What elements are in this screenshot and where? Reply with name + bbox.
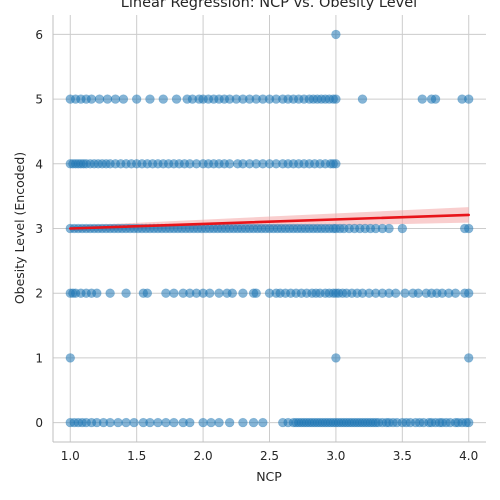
data-point (205, 288, 215, 298)
regression-line-layer (68, 213, 471, 230)
data-point (105, 417, 115, 428)
data-point (397, 223, 408, 234)
data-point (110, 94, 121, 104)
data-point (227, 288, 238, 298)
data-point (161, 417, 171, 428)
scatter-points (65, 29, 474, 428)
y-tick-label: 5 (35, 93, 43, 107)
data-point (251, 288, 261, 298)
data-point (464, 288, 474, 298)
data-point (384, 223, 394, 234)
data-point (214, 288, 224, 298)
data-point (238, 417, 248, 428)
data-point (331, 29, 341, 40)
regression-line (68, 213, 471, 230)
data-point (121, 417, 131, 428)
chart-title: Linear Regression: NCP vs. Obesity Level (121, 0, 417, 11)
data-point (331, 353, 341, 363)
data-point (142, 288, 153, 298)
data-point (417, 94, 427, 104)
x-tick-label: 2.5 (260, 449, 279, 463)
data-point (131, 94, 142, 104)
data-point (400, 288, 410, 298)
data-point (161, 288, 171, 298)
y-tick-label: 6 (35, 28, 43, 42)
data-point (464, 94, 474, 104)
data-point (430, 94, 441, 104)
data-point (158, 94, 168, 104)
data-point (464, 353, 474, 363)
data-point (169, 288, 179, 298)
data-point (258, 417, 268, 428)
data-point (464, 417, 474, 428)
data-point (464, 223, 474, 234)
data-point (214, 417, 224, 428)
data-point (86, 94, 97, 104)
x-tick-label: 4.0 (459, 449, 478, 463)
data-point (129, 417, 139, 428)
x-tick-label: 3.0 (326, 449, 345, 463)
data-point (450, 288, 461, 298)
data-point (224, 159, 235, 169)
data-point (413, 288, 423, 298)
x-tick-label: 2.0 (194, 449, 213, 463)
data-point (171, 94, 182, 104)
data-point (185, 417, 195, 428)
data-point (145, 94, 155, 104)
data-point (121, 288, 131, 298)
y-tick-label: 2 (35, 287, 43, 301)
y-axis-label: Obesity Level (Encoded) (12, 152, 27, 304)
x-tick-label: 1.0 (61, 449, 80, 463)
data-point (153, 417, 163, 428)
data-point (118, 94, 129, 104)
data-point (331, 94, 341, 104)
data-point (145, 417, 155, 428)
data-point (92, 288, 102, 298)
y-tick-label: 1 (35, 351, 43, 365)
data-point (198, 417, 208, 428)
data-point (238, 288, 248, 298)
data-point (94, 94, 105, 104)
data-point (65, 353, 75, 363)
data-point (113, 417, 123, 428)
data-point (102, 94, 113, 104)
data-point (331, 159, 341, 169)
x-axis-label: NCP (256, 469, 282, 484)
axes (52, 15, 486, 443)
x-tick-label: 3.5 (393, 449, 412, 463)
data-point (357, 94, 368, 104)
data-point (248, 417, 259, 428)
data-point (206, 417, 216, 428)
y-tick-label: 0 (35, 416, 43, 430)
x-tick-label: 1.5 (127, 449, 146, 463)
data-point (105, 288, 115, 298)
data-point (224, 417, 235, 428)
data-point (390, 288, 401, 298)
tick-labels: 1.0 1.5 2.0 2.5 3.0 3.5 4.0 0 1 2 3 4 5 6 (35, 28, 478, 463)
y-tick-label: 3 (35, 222, 43, 236)
data-point (169, 417, 179, 428)
y-tick-label: 4 (35, 157, 43, 171)
